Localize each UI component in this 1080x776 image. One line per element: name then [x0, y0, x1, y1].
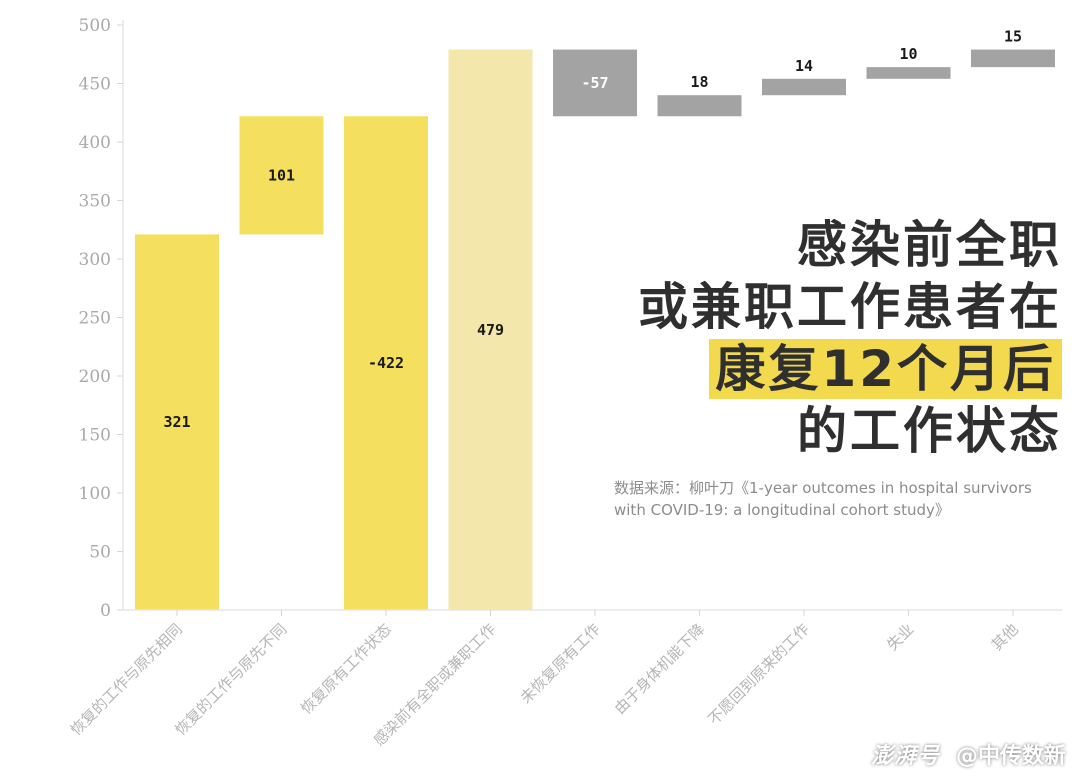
watermark: 澎湃号 @中传数新	[871, 738, 1066, 770]
bar	[344, 116, 428, 610]
bar	[762, 78, 846, 96]
data-label: 10	[899, 45, 917, 63]
data-label: 479	[477, 321, 504, 339]
watermark-logo: 澎湃号	[870, 744, 940, 769]
x-tick-label: 未恢复原有工作	[517, 620, 604, 707]
x-tick-label: 恢复的工作与原先相同	[67, 620, 186, 739]
bar	[448, 49, 533, 610]
y-tick-label: 300	[79, 250, 111, 270]
x-tick-label: 失业	[883, 620, 917, 654]
y-tick-label: 400	[79, 133, 111, 153]
y-axis: 0 50 100 150 200 250 300 350 400 450 500	[79, 16, 124, 621]
x-tick-label: 其他	[988, 620, 1022, 654]
y-tick-label: 500	[79, 16, 111, 36]
bar	[553, 49, 637, 117]
data-label: -422	[368, 354, 404, 372]
y-tick-label: 200	[79, 367, 111, 387]
bar	[866, 67, 951, 79]
y-tick-label: 250	[79, 309, 111, 329]
title-highlight: 康复12个月后	[709, 339, 1062, 399]
data-label: 15	[1004, 28, 1022, 46]
title-line-1: 感染前全职	[797, 216, 1062, 274]
x-tick-label: 恢复原有工作状态	[297, 620, 395, 718]
chart-title: 感染前全职 或兼职工作患者在 康复12个月后 的工作状态	[638, 214, 1062, 462]
x-axis: 恢复的工作与原先相同恢复的工作与原先不同 恢复原有工作状态感染前有全职或兼职工作未…	[67, 609, 1062, 750]
bars: 321 101 -422 479 -57 18 14 10 15	[135, 28, 1055, 610]
x-tick-label: 由于身体机能下降	[611, 620, 709, 718]
y-tick-label: 0	[100, 601, 111, 621]
data-label: 18	[690, 73, 708, 91]
title-line-2: 或兼职工作患者在	[638, 278, 1062, 336]
watermark-account: @中传数新	[955, 744, 1066, 769]
data-label: 101	[268, 166, 295, 184]
bar	[239, 116, 324, 235]
data-source: 数据来源：柳叶刀《1-year outcomes in hospital sur…	[614, 479, 1032, 519]
bar	[971, 49, 1055, 68]
data-label: -57	[581, 74, 608, 92]
y-tick-label: 350	[79, 192, 111, 212]
data-label: 14	[795, 57, 813, 75]
y-tick-label: 150	[79, 426, 111, 446]
bar	[135, 234, 219, 610]
title-line-4: 的工作状态	[797, 402, 1062, 460]
data-label: 321	[163, 413, 190, 431]
bar	[657, 95, 742, 117]
y-tick-label: 450	[79, 75, 111, 95]
y-tick-label: 50	[89, 543, 111, 563]
x-tick-label: 感染前有全职或兼职工作	[370, 620, 499, 749]
x-tick-label: 恢复的工作与原先不同	[172, 620, 291, 739]
x-tick-label: 不愿回到原来的工作	[705, 620, 813, 728]
y-tick-label: 100	[79, 484, 111, 504]
